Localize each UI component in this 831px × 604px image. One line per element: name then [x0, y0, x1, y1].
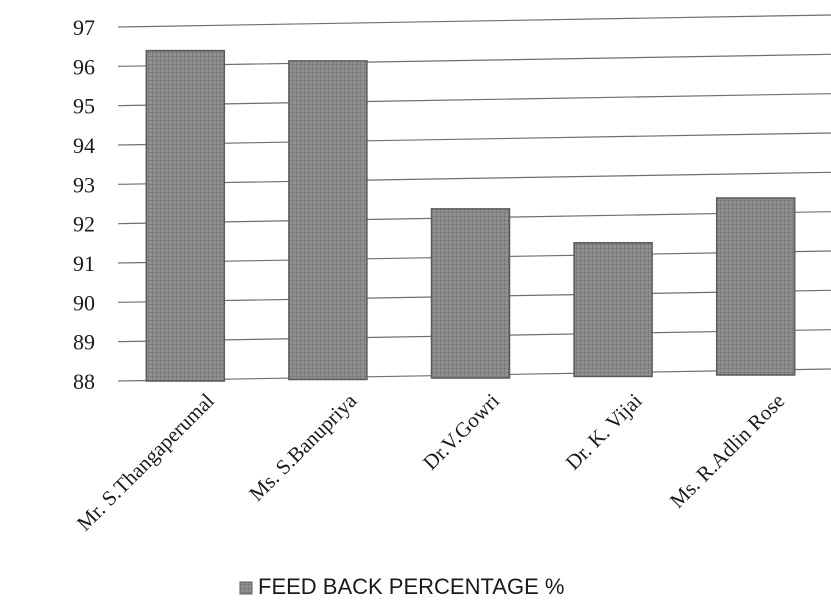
y-tick-label: 90 [73, 290, 95, 315]
y-tick-label: 89 [73, 330, 95, 355]
legend-label: FEED BACK PERCENTAGE % [258, 574, 564, 599]
y-tick-label: 96 [73, 54, 95, 79]
y-tick-label: 94 [73, 133, 95, 158]
y-tick-label: 95 [73, 94, 95, 119]
gridline [117, 132, 831, 146]
y-tick-label: 91 [73, 251, 95, 276]
y-tick-label: 92 [73, 212, 95, 237]
x-tick-label: Ms. S.Banupriya [244, 388, 362, 506]
legend-swatch [239, 581, 253, 595]
x-tick-label: Dr.V.Gowri [418, 388, 504, 474]
bar [573, 242, 653, 378]
x-axis-labels: Mr. S.Thangaperumal Ms. S.Banupriya Dr.V.G… [72, 388, 789, 535]
x-tick-label: Dr. K. Vijai [561, 388, 647, 474]
bar [145, 49, 226, 382]
y-axis-ticks: 88 89 90 91 92 93 94 95 96 97 [73, 15, 95, 394]
x-tick-label: Mr. S.Thangaperumal [72, 388, 219, 535]
y-tick-label: 93 [73, 172, 95, 197]
legend: FEED BACK PERCENTAGE % [239, 574, 564, 599]
x-tick-label: Ms. R.Adlin Rose [665, 389, 789, 513]
y-tick-label: 97 [73, 15, 95, 40]
bar [430, 208, 511, 379]
bar [288, 60, 368, 381]
gridline [117, 14, 831, 28]
y-tick-label: 88 [73, 369, 95, 394]
bar [715, 197, 796, 376]
bars [145, 49, 796, 382]
gridline [117, 171, 831, 185]
gridline [117, 93, 831, 107]
gridline [117, 53, 831, 67]
